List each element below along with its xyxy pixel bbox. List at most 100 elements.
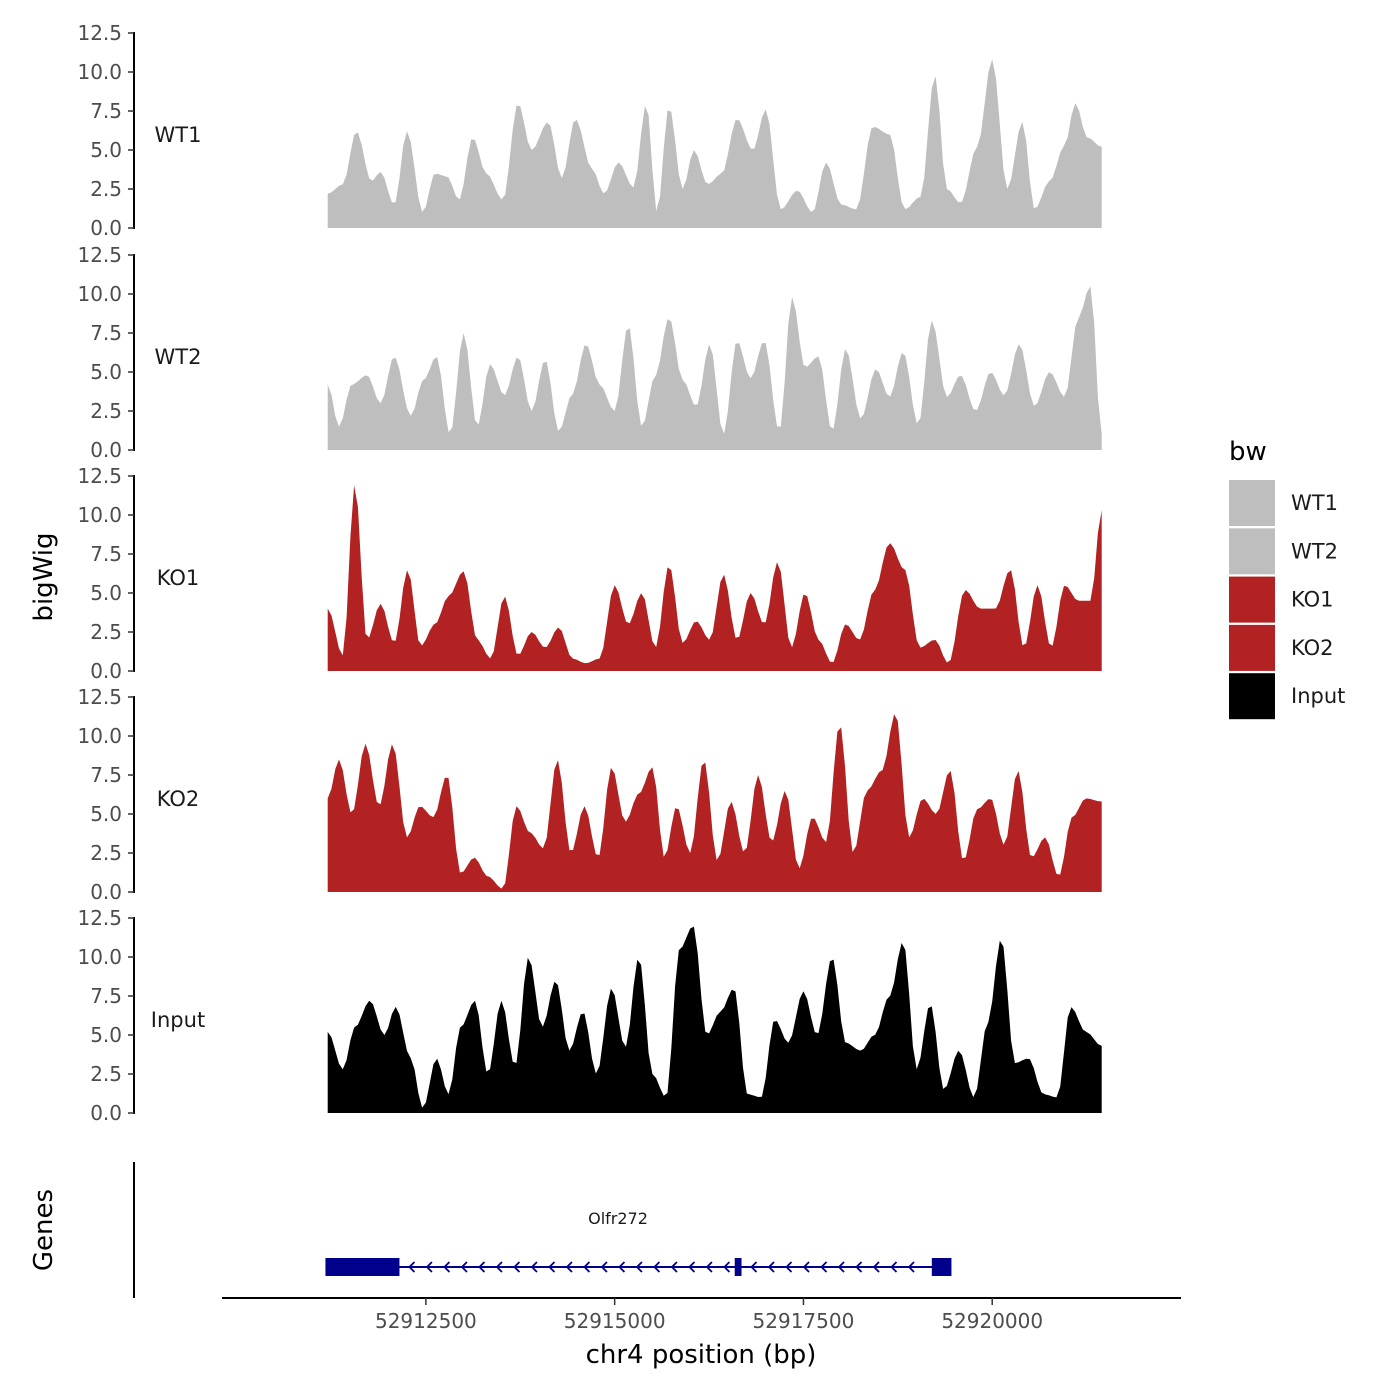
strand-arrow <box>855 1261 863 1273</box>
strand-arrow <box>890 1261 898 1273</box>
y-tick-label: 12.5 <box>77 243 122 267</box>
signal-area-ko2 <box>327 714 1102 892</box>
track-label-wt1: WT1 <box>155 123 202 147</box>
y-tick-label: 0.0 <box>90 438 122 462</box>
strand-arrow <box>723 1261 731 1273</box>
legend-swatch-wt1 <box>1229 480 1275 526</box>
y-tick-label: 12.5 <box>77 464 122 488</box>
y-axis-title: bigWig <box>29 532 59 621</box>
y-tick-label: 0.0 <box>90 880 122 904</box>
gene-name-label: Olfr272 <box>588 1209 648 1228</box>
track-input: 0.0 2.5 5.0 7.5 10.0 12.5 Input <box>77 906 1102 1125</box>
strand-arrow <box>653 1261 661 1273</box>
y-tick-label: 10.0 <box>77 60 122 84</box>
signal-area-input <box>327 926 1102 1113</box>
legend-items: WT1 WT2 KO1 KO2 Input <box>1229 480 1345 720</box>
y-tick-label: 12.5 <box>77 906 122 930</box>
strand-arrow <box>618 1261 626 1273</box>
x-tick-label: 52915000 <box>564 1309 666 1333</box>
y-tick-label: 2.5 <box>90 841 122 865</box>
strand-arrow <box>635 1261 643 1273</box>
y-tick-label: 10.0 <box>77 282 122 306</box>
strand-arrow <box>750 1261 758 1273</box>
track-wt2: 0.0 2.5 5.0 7.5 10.0 12.5 WT2 <box>77 243 1102 462</box>
gene-exon <box>734 1258 742 1276</box>
legend-swatch-input <box>1229 673 1275 720</box>
strand-arrow <box>565 1261 573 1273</box>
gene-exon <box>325 1258 400 1276</box>
x-tick-label: 52920000 <box>941 1309 1043 1333</box>
strand-arrow <box>705 1261 713 1273</box>
legend: bw WT1 WT2 KO1 KO2 Input <box>1229 437 1345 720</box>
strand-arrow <box>785 1261 793 1273</box>
strand-arrow <box>408 1261 416 1273</box>
x-tick-label: 52912500 <box>375 1309 477 1333</box>
legend-label-ko1: KO1 <box>1291 588 1334 612</box>
strand-arrow <box>443 1261 451 1273</box>
y-tick-label: 0.0 <box>90 216 122 240</box>
y-tick-label: 10.0 <box>77 503 122 527</box>
y-tick-label: 5.0 <box>90 802 122 826</box>
legend-swatch-ko2 <box>1229 624 1275 671</box>
y-tick-label: 12.5 <box>77 685 122 709</box>
y-tick-label: 12.5 <box>77 21 122 45</box>
track-wt1: 0.0 2.5 5.0 7.5 10.0 12.5 WT1 <box>77 21 1102 240</box>
x-axis: 52912500 52915000 52917500 52920000 chr4 po… <box>222 1297 1181 1370</box>
y-tick-label: 5.0 <box>90 360 122 384</box>
strand-arrow <box>688 1261 696 1273</box>
strand-arrow <box>530 1261 538 1273</box>
track-label-wt2: WT2 <box>155 345 202 369</box>
legend-title: bw <box>1229 437 1267 467</box>
signal-tracks: 0.0 2.5 5.0 7.5 10.0 12.5 WT1 0.0 2.5 5.0 7.5 10.0 1… <box>77 21 1102 1125</box>
strand-arrow <box>513 1261 521 1273</box>
strand-arrow <box>907 1261 915 1273</box>
y-tick-label: 2.5 <box>90 620 122 644</box>
strand-arrow <box>670 1261 678 1273</box>
legend-swatch-ko1 <box>1229 576 1275 623</box>
strand-arrow <box>583 1261 591 1273</box>
x-ticks: 52912500 52915000 52917500 52920000 <box>375 1298 1043 1333</box>
genes-axis-title: Genes <box>29 1189 59 1271</box>
signal-area-wt2 <box>327 286 1102 450</box>
x-tick-label: 52917500 <box>753 1309 855 1333</box>
strand-arrow <box>495 1261 503 1273</box>
y-tick-label: 2.5 <box>90 177 122 201</box>
y-tick-label: 7.5 <box>90 542 122 566</box>
legend-swatch-wt2 <box>1229 528 1275 575</box>
track-label-ko1: KO1 <box>157 566 200 590</box>
signal-area-wt1 <box>327 59 1102 228</box>
track-ko2: 0.0 2.5 5.0 7.5 10.0 12.5 KO2 <box>77 685 1102 904</box>
legend-label-input: Input <box>1291 684 1345 708</box>
strand-arrow <box>767 1261 775 1273</box>
y-tick-label: 5.0 <box>90 581 122 605</box>
y-tick-label: 10.0 <box>77 945 122 969</box>
y-tick-label: 5.0 <box>90 1023 122 1047</box>
legend-label-ko2: KO2 <box>1291 636 1334 660</box>
track-label-ko2: KO2 <box>157 787 200 811</box>
y-tick-label: 7.5 <box>90 763 122 787</box>
strand-arrow <box>837 1261 845 1273</box>
y-tick-label: 0.0 <box>90 659 122 683</box>
y-tick-label: 2.5 <box>90 399 122 423</box>
strand-arrow <box>460 1261 468 1273</box>
strand-arrow <box>820 1261 828 1273</box>
gene-model <box>325 1258 952 1276</box>
y-tick-label: 0.0 <box>90 1101 122 1125</box>
y-tick-label: 10.0 <box>77 724 122 748</box>
y-tick-label: 7.5 <box>90 984 122 1008</box>
gene-exon <box>931 1258 952 1276</box>
y-tick-label: 7.5 <box>90 99 122 123</box>
y-tick-label: 2.5 <box>90 1062 122 1086</box>
signal-area-ko1 <box>327 485 1102 671</box>
track-label-input: Input <box>151 1008 205 1032</box>
strand-arrow <box>600 1261 608 1273</box>
legend-label-wt1: WT1 <box>1291 491 1338 515</box>
y-tick-label: 5.0 <box>90 138 122 162</box>
strand-arrow <box>478 1261 486 1273</box>
strand-arrow <box>802 1261 810 1273</box>
track-ko1: 0.0 2.5 5.0 7.5 10.0 12.5 KO1 <box>77 464 1102 683</box>
x-axis-title: chr4 position (bp) <box>586 1340 817 1370</box>
y-tick-label: 7.5 <box>90 321 122 345</box>
legend-label-wt2: WT2 <box>1291 539 1338 563</box>
